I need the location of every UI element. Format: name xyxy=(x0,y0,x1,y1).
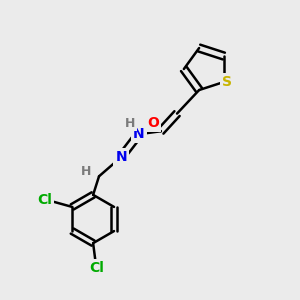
Text: H: H xyxy=(125,116,135,130)
Text: Cl: Cl xyxy=(89,261,104,275)
Text: N: N xyxy=(133,127,145,141)
Text: O: O xyxy=(147,116,159,130)
Text: Cl: Cl xyxy=(38,193,52,207)
Text: H: H xyxy=(81,164,91,178)
Text: S: S xyxy=(222,75,232,89)
Text: N: N xyxy=(115,150,127,164)
